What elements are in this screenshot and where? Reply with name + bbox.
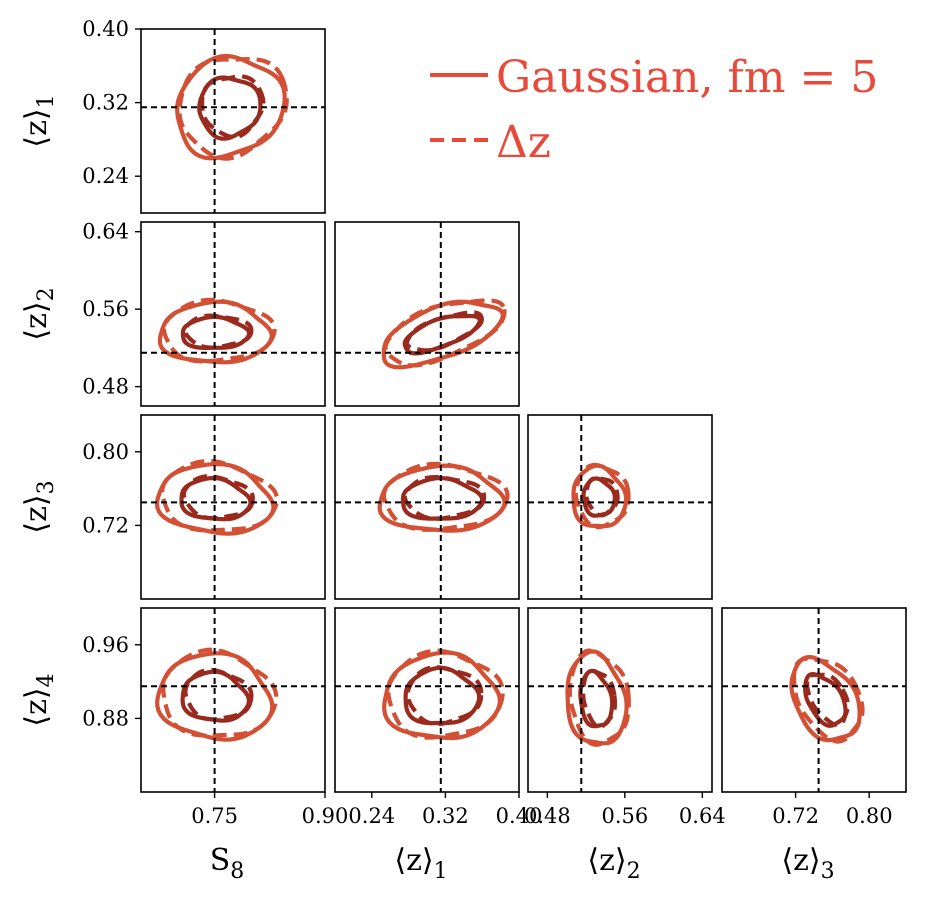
panel-0-2: 0.48 0.56 0.64 [82,220,326,407]
panel-frame [721,607,907,793]
panel-content [335,608,519,792]
panel-frame [334,607,520,793]
panel-1-3 [334,414,520,600]
contour-deltaz-68 [584,475,620,518]
contour-deltaz-68 [402,475,487,521]
contour-deltaz-95 [161,297,277,364]
x-axis-label: ⟨z⟩2 [587,843,640,884]
x-axis-label: ⟨z⟩1 [394,843,447,884]
contour-deltaz-68 [805,672,850,728]
y-tick-label: 0.40 [82,17,129,41]
panel-1-2 [334,221,520,407]
panel-3-4: 0.72 0.80 [721,607,907,828]
contour-deltaz-95 [383,298,507,368]
contour-gaussian-68 [179,475,253,522]
panel-frame [334,221,520,407]
x-tick-label: 0.56 [601,804,648,828]
y-tick-label: 0.80 [82,440,129,464]
panel-frame [334,414,520,600]
panel-content [722,608,906,792]
contour-deltaz-95 [791,656,865,744]
contour-gaussian-95 [154,462,276,536]
panel-0-4: 0.88 0.96 0.75 0.90 [82,607,349,828]
y-axis-label: ⟨z⟩4 [19,673,59,726]
y-axis-label: ⟨z⟩3 [19,480,59,533]
contour-deltaz-68 [404,310,484,353]
contour-deltaz-95 [573,462,631,530]
legend: Gaussian, fm = 5 Δz [430,52,878,168]
y-tick-label: 0.88 [82,706,129,730]
panel-content [141,222,325,406]
panel-content [528,608,712,792]
panel-frame [140,221,326,407]
panel-content [141,29,325,213]
y-tick-label: 0.64 [82,220,129,244]
panel-frame [140,28,326,214]
panel-content [335,222,519,406]
contour-deltaz-95 [381,461,510,532]
panel-0-3: 0.72 0.80 [82,414,326,600]
contour-deltaz-95 [160,458,279,533]
panel-frame [527,607,713,793]
x-tick-label: 0.24 [348,804,395,828]
y-axis-label: ⟨z⟩1 [19,94,59,147]
x-tick-label: 0.40 [496,804,543,828]
y-tick-label: 0.32 [82,91,129,115]
panel-2-3 [527,414,713,600]
x-tick-label: 0.90 [302,804,349,828]
y-tick-label: 0.48 [82,375,129,399]
contour-gaussian-68 [400,475,485,521]
panel-frame [140,414,326,600]
y-tick-label: 0.56 [82,297,129,321]
contour-deltaz-68 [181,474,255,521]
contour-gaussian-95 [789,654,862,743]
contour-deltaz-68 [405,665,484,727]
contour-deltaz-68 [200,74,266,140]
panels: 0.240.320.400.480.560.640.720.800.880.96… [19,17,907,884]
panel-content [141,415,325,599]
contour-gaussian-95 [175,53,287,161]
x-tick-label: 0.80 [846,804,893,828]
panel-2-4: 0.48 0.56 0.64 [524,607,726,828]
x-axis-label: ⟨z⟩3 [781,843,834,884]
contour-deltaz-95 [386,648,505,740]
panel-content [528,415,712,599]
contour-deltaz-68 [183,667,254,722]
panel-content [141,608,325,792]
x-axis-label: S8 [210,843,245,884]
panel-1-4: 0.24 0.32 0.40 [334,607,543,828]
contour-deltaz-68 [581,668,617,730]
x-tick-label: 0.72 [772,804,819,828]
contour-deltaz-95 [567,648,631,747]
x-tick-label: 0.32 [422,804,469,828]
panel-frame [527,414,713,600]
contour-gaussian-68 [403,665,482,726]
y-axis-label: ⟨z⟩2 [19,287,59,340]
x-tick-label: 0.48 [524,804,571,828]
contour-deltaz-68 [183,313,254,350]
contour-gaussian-95 [381,299,505,370]
contour-gaussian-68 [180,314,252,350]
legend-label-deltaz: Δz [496,117,551,168]
panel-0-1: 0.24 0.32 0.40 [82,17,326,214]
panel-frame [140,607,326,793]
y-tick-label: 0.72 [82,513,129,537]
x-tick-label: 0.64 [679,804,726,828]
y-tick-label: 0.96 [82,633,129,657]
legend-label-gaussian: Gaussian, fm = 5 [496,52,878,103]
y-tick-label: 0.24 [82,164,129,188]
panel-content [335,415,519,599]
contour-deltaz-95 [177,57,289,161]
x-tick-label: 0.75 [191,804,238,828]
